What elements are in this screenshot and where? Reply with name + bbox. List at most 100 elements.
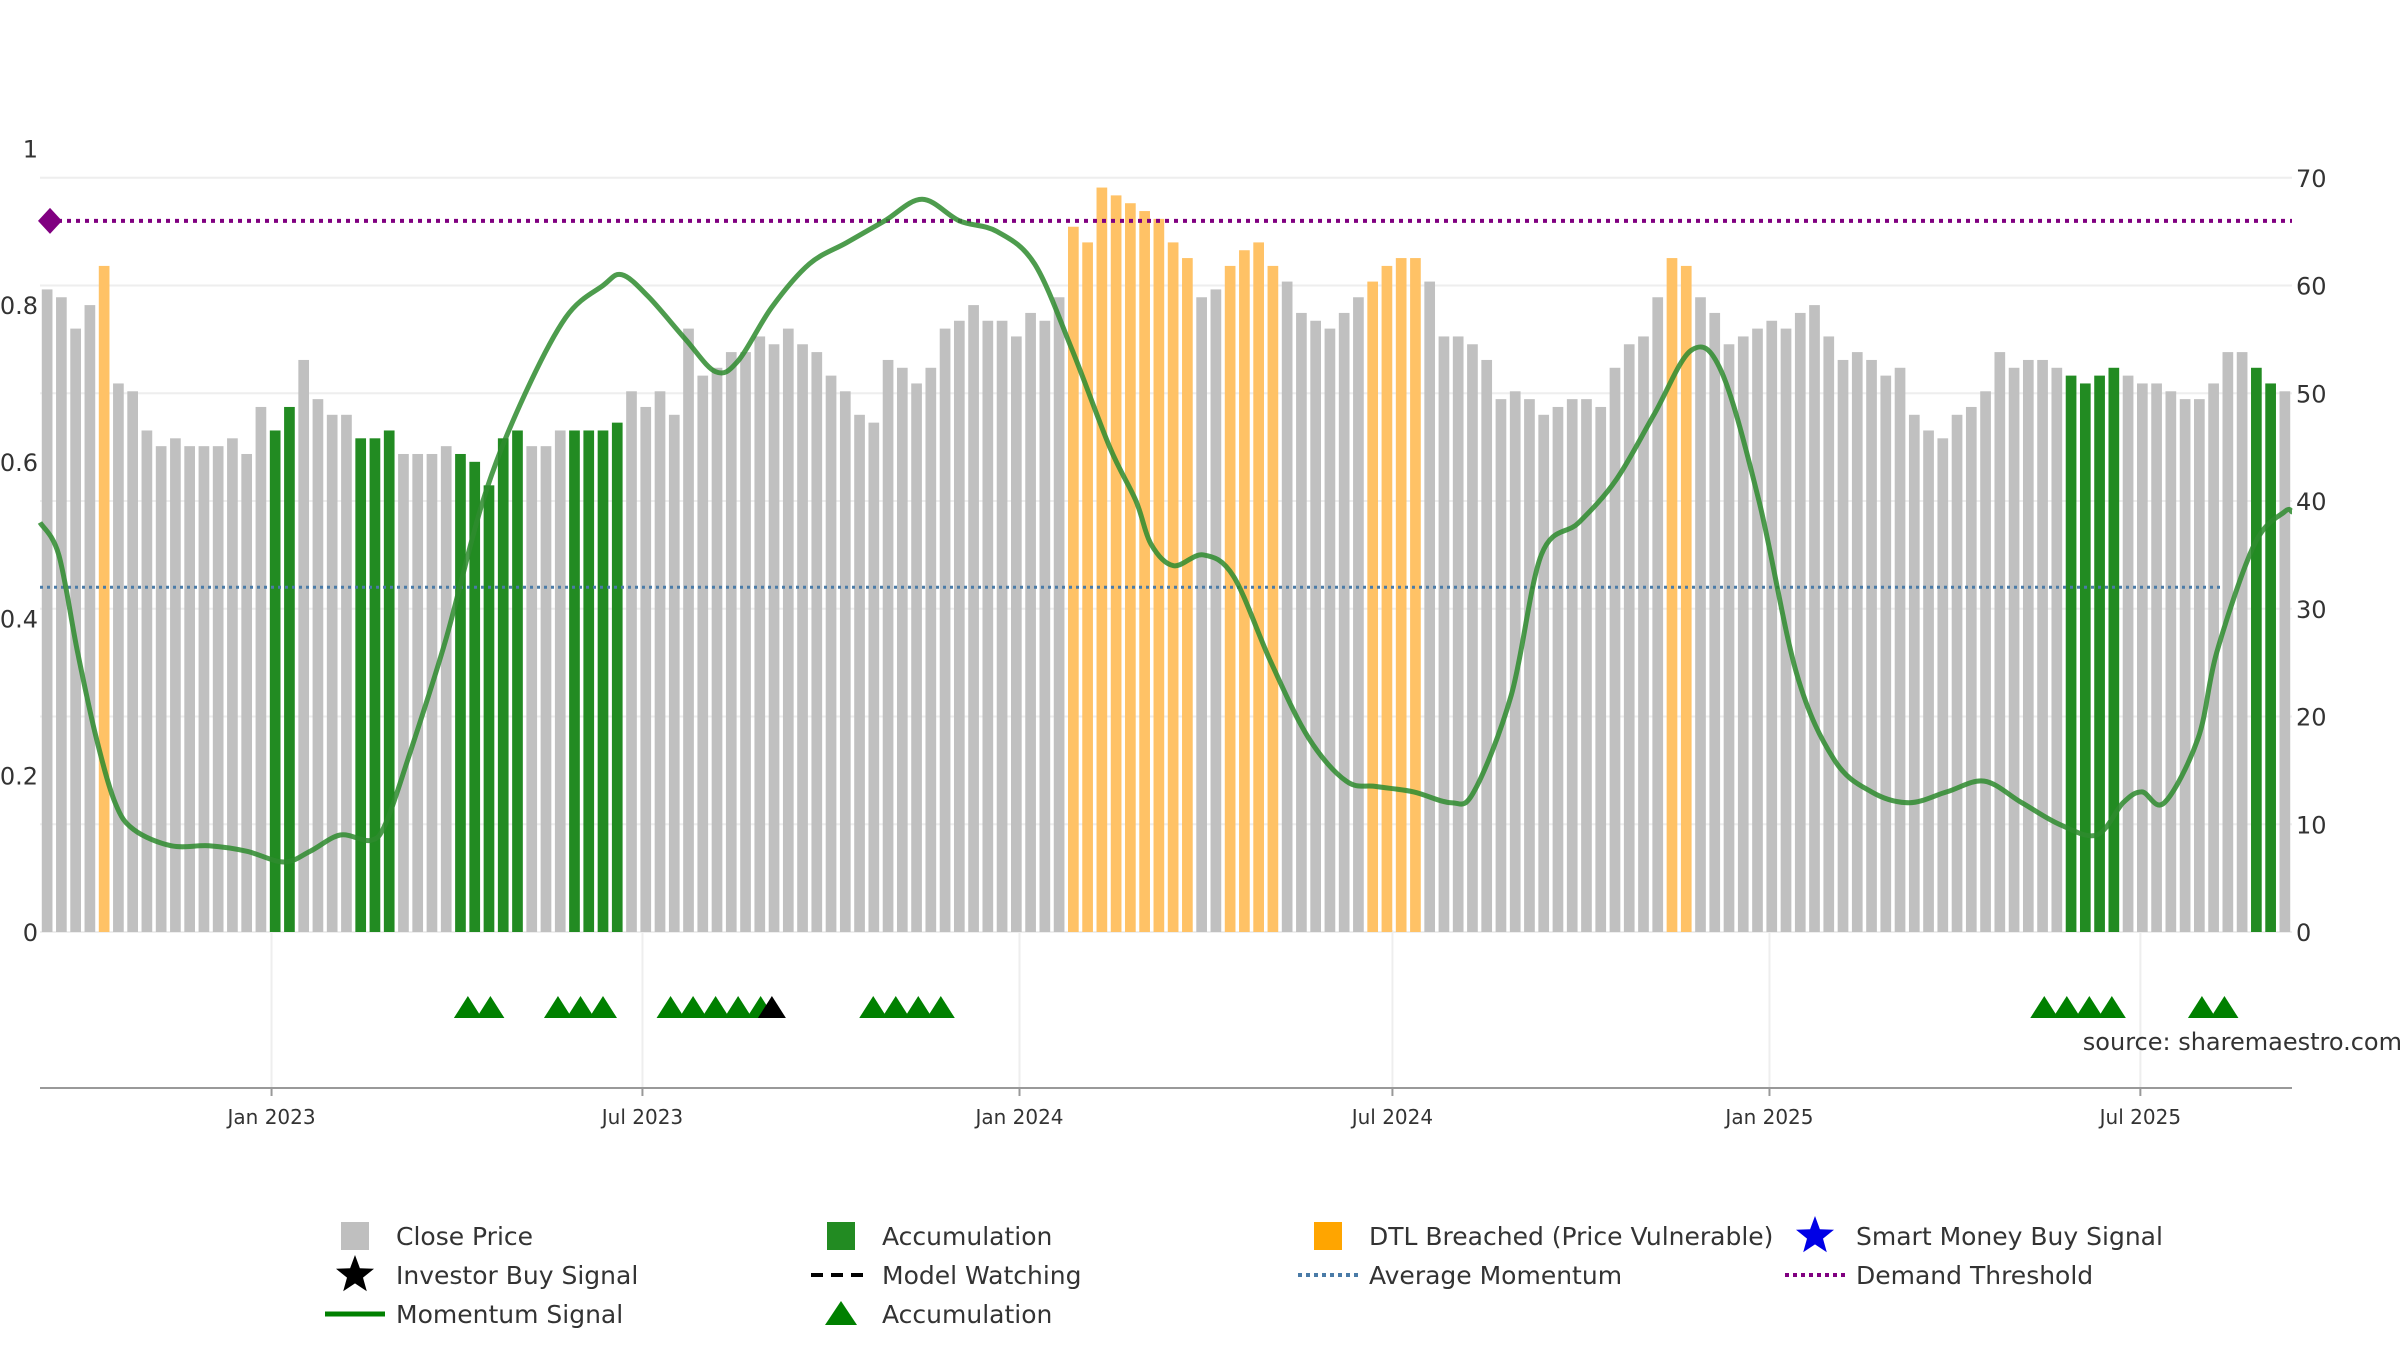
accumulation-bar — [512, 430, 523, 932]
dtl-breached-bar — [1239, 250, 1250, 933]
signal-markers — [453, 996, 2239, 1018]
right-axis-tick-label: 10 — [2296, 811, 2327, 839]
accumulation-bar — [2265, 383, 2276, 932]
x-tick-label: Jan 2025 — [1723, 1105, 1813, 1129]
close-price-bar — [1809, 305, 1820, 933]
close-price-bar — [1495, 399, 1507, 932]
accumulation-bar — [569, 430, 580, 932]
close-price-bar — [1210, 289, 1222, 932]
legend-swatch-dtl-breached-price-vulnerable — [1314, 1222, 1342, 1250]
close-price-bar — [2194, 399, 2205, 932]
accumulation-marker — [2030, 996, 2059, 1018]
close-price-bar — [1053, 297, 1065, 932]
close-price-bar — [668, 414, 680, 932]
accumulation-marker — [453, 996, 482, 1018]
close-price-bar — [1509, 391, 1521, 932]
close-price-bar — [2165, 391, 2177, 932]
legend-star-icon-smart-money-buy-signal — [1796, 1216, 1834, 1253]
close-price-bar — [341, 414, 352, 932]
close-price-bar — [1595, 406, 1607, 933]
close-price-bar — [56, 297, 67, 932]
close-price-bar — [1538, 414, 1550, 932]
close-price-bar — [911, 383, 922, 932]
close-price-bar — [155, 446, 167, 932]
right-axis-tick-label: 0 — [2296, 919, 2311, 947]
close-price-bar — [1980, 391, 1991, 932]
close-price-bar — [1353, 297, 1364, 932]
close-price-bar — [41, 289, 53, 932]
close-price-bar — [241, 453, 253, 932]
accumulation-marker — [566, 996, 595, 1018]
close-price-bar — [1438, 336, 1450, 932]
right-axis-tick-label: 30 — [2296, 596, 2327, 624]
close-price-bar — [1880, 375, 1892, 932]
close-price-bar — [1338, 312, 1350, 932]
dtl-breached-bar — [1267, 265, 1279, 932]
dtl-breached-bar — [1153, 218, 1165, 932]
close-price-bar — [1752, 328, 1763, 933]
axes: Jan 2023 Jul 2023 Jan 2024 Jul 2024 Jan 2025… — [0, 135, 2327, 1129]
x-tick-label: Jan 2024 — [973, 1105, 1063, 1129]
x-tick-label: Jul 2025 — [2098, 1105, 2181, 1129]
price-bars — [41, 187, 2291, 933]
close-price-bar — [1951, 414, 1963, 932]
close-price-bar — [312, 399, 324, 932]
legend-label-demand-threshold: Demand Threshold — [1856, 1261, 2093, 1290]
close-price-bar — [1039, 320, 1051, 932]
left-axis-tick-label: 0.4 — [0, 606, 38, 634]
accumulation-marker — [859, 996, 888, 1018]
accumulation-bar — [483, 485, 495, 932]
legend-swatch-close-price — [341, 1222, 369, 1250]
accumulation-bar — [611, 422, 623, 932]
dtl-breached-bar — [1068, 226, 1079, 933]
close-price-bar — [1965, 406, 1977, 933]
dtl-breached-bar — [1410, 258, 1421, 932]
close-price-bar — [198, 446, 210, 932]
close-price-bar — [953, 320, 965, 932]
accumulation-bar — [2108, 367, 2120, 932]
close-price-bar — [1638, 336, 1649, 932]
legend-triangle-icon-accumulation — [825, 1301, 857, 1325]
legend: Close Price Accumulation DTL Breached (Pri… — [325, 1216, 2163, 1329]
signal-lines — [37, 196, 2294, 865]
close-price-bar — [2279, 391, 2291, 932]
close-price-bar — [1709, 312, 1721, 932]
close-price-bar — [1609, 367, 1621, 932]
close-price-bar — [1281, 281, 1293, 933]
demand-threshold-marker — [38, 207, 62, 234]
close-price-bar — [1994, 352, 2006, 932]
dtl-breached-bar — [1139, 211, 1150, 933]
close-price-bar — [113, 383, 124, 932]
close-price-bar — [1452, 336, 1464, 932]
accumulation-bar — [355, 438, 367, 932]
close-price-bar — [1837, 359, 1849, 932]
accumulation-marker — [701, 996, 730, 1018]
close-price-bar — [2022, 359, 2034, 932]
close-price-bar — [1552, 406, 1564, 933]
close-price-bar — [768, 344, 780, 932]
close-price-bar — [2151, 383, 2162, 932]
close-price-bar — [1467, 344, 1478, 932]
close-price-bar — [1695, 297, 1706, 932]
close-price-bar — [697, 375, 709, 932]
accumulation-bar — [455, 453, 466, 932]
legend-label-model-watching: Model Watching — [882, 1261, 1082, 1290]
accumulation-marker — [589, 996, 617, 1018]
legend-label-investor-buy-signal: Investor Buy Signal — [396, 1261, 638, 1290]
dtl-breached-bar — [98, 265, 110, 932]
close-price-bar — [84, 305, 96, 933]
accumulation-bar — [2065, 375, 2077, 932]
accumulation-marker — [543, 996, 572, 1018]
accumulation-marker — [656, 996, 685, 1018]
accumulation-bar — [497, 438, 509, 932]
close-price-bar — [1866, 359, 1877, 932]
close-price-bar — [811, 352, 823, 932]
close-price-bar — [227, 438, 238, 932]
close-price-bar — [896, 367, 908, 932]
accumulation-bar — [2251, 367, 2262, 932]
right-axis-tick-label: 40 — [2296, 488, 2327, 516]
close-price-bar — [2137, 383, 2148, 932]
close-price-bar — [1581, 399, 1592, 932]
close-price-bar — [184, 446, 195, 932]
